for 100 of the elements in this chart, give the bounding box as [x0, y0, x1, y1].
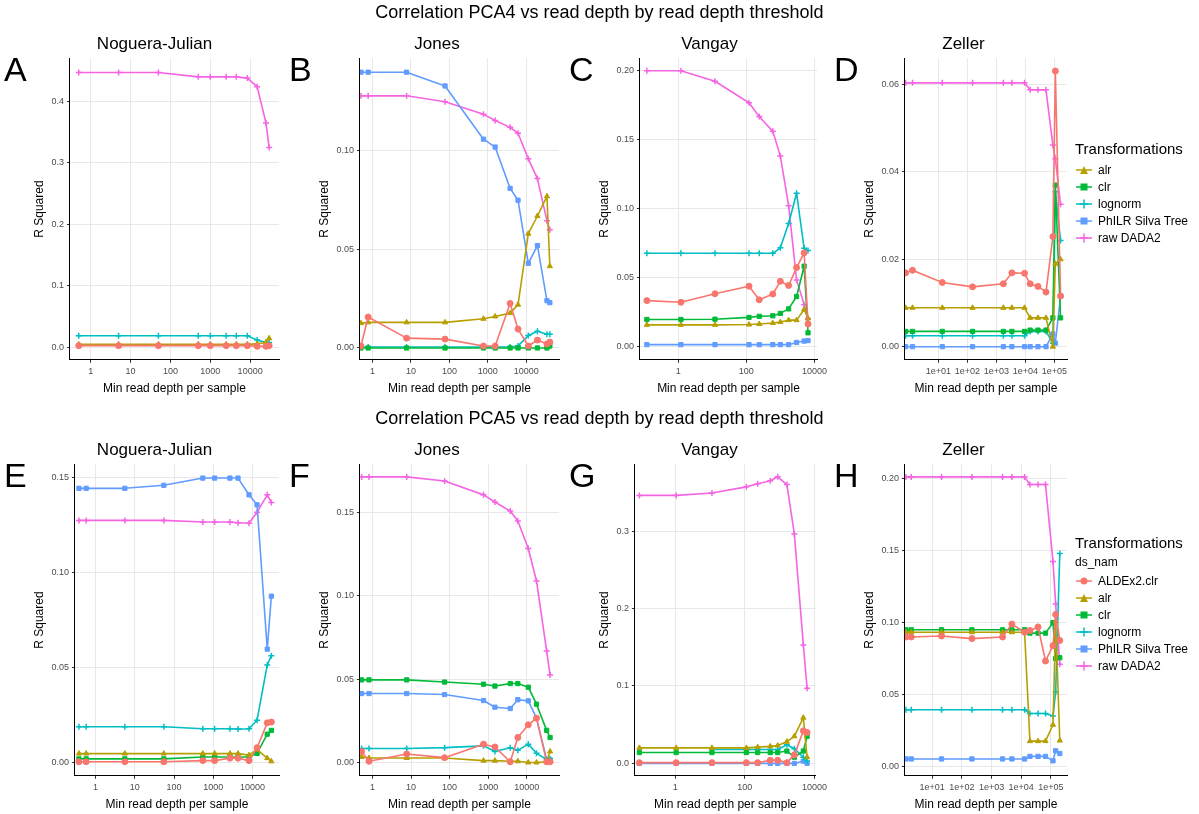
- legend-label: lognorm: [1098, 196, 1142, 211]
- legend-label: PhILR Silva Tree: [1098, 641, 1189, 656]
- text: Correlation PCA5 vs read depth by read depth threshold: [374, 408, 825, 429]
- y-tick-label: 0.1: [51, 280, 64, 291]
- x-tick-label: 1: [370, 781, 376, 792]
- text: F: [289, 456, 310, 494]
- x-tick-label: 1: [88, 365, 94, 376]
- legend-label: PhILR Silva Tree: [1098, 213, 1189, 228]
- legend-label: alr: [1098, 162, 1112, 177]
- y-tick-label: 0.15: [336, 507, 354, 518]
- x-axis-title: Min read depth per sample: [914, 797, 1058, 812]
- y-tick-label: 0.00: [881, 341, 899, 352]
- legend-title: ds_nam: [1075, 555, 1119, 569]
- x-tick-label: 1e+03: [978, 781, 1005, 792]
- text: E: [4, 456, 27, 494]
- y-tick-label: 0.00: [51, 756, 69, 767]
- y-axis-title: R Squared: [861, 180, 876, 238]
- y-tick-label: 0.0: [51, 341, 64, 352]
- y-tick-label: 0.05: [336, 243, 354, 254]
- y-tick-label: 0.00: [336, 342, 354, 353]
- x-tick-label: 100: [162, 365, 178, 376]
- x-axis-title: Min read depth per sample: [103, 381, 247, 396]
- x-tick-label: 10000: [237, 365, 263, 376]
- x-tick-label: 1e+02: [954, 365, 981, 376]
- x-axis-title: Min read depth per sample: [105, 797, 249, 812]
- x-tick-label: 1e+05: [1038, 781, 1064, 792]
- y-tick-label: 0.02: [881, 253, 899, 264]
- chart-title: Zeller: [942, 439, 986, 459]
- x-tick-label: 1e+01: [919, 781, 945, 792]
- legend-label: alr: [1098, 590, 1112, 605]
- x-tick-label: 1000: [478, 781, 499, 792]
- x-axis-title: Min read depth per sample: [914, 381, 1058, 396]
- text: G: [569, 456, 596, 494]
- x-axis-title: Min read depth per sample: [654, 797, 798, 812]
- legend-label: ALDEx2.clr: [1098, 573, 1159, 588]
- y-tick-label: 0.15: [51, 472, 69, 483]
- y-tick-label: 0.00: [336, 756, 354, 767]
- chart-title: Vangay: [681, 439, 739, 459]
- y-axis-title: R Squared: [31, 180, 46, 238]
- y-tick-label: 0.00: [881, 760, 899, 771]
- y-axis-title: R Squared: [861, 591, 876, 649]
- x-tick-label: 10000: [240, 781, 266, 792]
- x-axis-title: Min read depth per sample: [657, 381, 801, 396]
- y-tick-label: 0.10: [336, 145, 354, 156]
- text: C: [569, 50, 594, 88]
- y-tick-label: 0.4: [51, 95, 64, 106]
- x-tick-label: 100: [738, 365, 754, 376]
- x-tick-label: 1000: [200, 365, 221, 376]
- x-tick-label: 10000: [801, 365, 827, 376]
- text: A: [4, 50, 27, 88]
- x-tick-label: 1: [672, 781, 678, 792]
- x-tick-label: 10: [129, 781, 140, 792]
- x-tick-label: 10: [405, 365, 416, 376]
- x-tick-label: 1: [675, 365, 681, 376]
- y-tick-label: 0.15: [881, 545, 899, 556]
- text: H: [834, 456, 859, 494]
- legend-label: lognorm: [1098, 624, 1142, 639]
- y-tick-label: 0.1: [616, 680, 629, 691]
- x-tick-label: 10000: [801, 781, 827, 792]
- x-tick-label: 1e+01: [925, 365, 952, 376]
- x-tick-label: 100: [737, 781, 753, 792]
- y-tick-label: 0.04: [881, 166, 899, 177]
- chart-title: Jones: [414, 439, 460, 459]
- y-axis-title: R Squared: [596, 180, 611, 238]
- x-tick-label: 1000: [203, 781, 224, 792]
- x-tick-label: 10000: [514, 781, 540, 792]
- y-axis-title: R Squared: [316, 591, 331, 649]
- x-tick-label: 100: [442, 781, 458, 792]
- y-tick-label: 0.10: [51, 567, 69, 578]
- x-tick-label: 1: [370, 365, 376, 376]
- y-tick-label: 0.2: [616, 602, 629, 613]
- x-tick-label: 10: [125, 365, 136, 376]
- y-axis-title: R Squared: [316, 180, 331, 238]
- y-tick-label: 0.3: [51, 157, 64, 168]
- y-tick-label: 0.10: [616, 202, 634, 213]
- legend-title: Transformations: [1075, 140, 1184, 157]
- chart-title: Vangay: [681, 33, 739, 53]
- chart-title: Jones: [414, 33, 460, 53]
- x-tick-label: 1e+03: [983, 365, 1010, 376]
- legend-label: clr: [1098, 607, 1111, 622]
- x-tick-label: 10: [406, 781, 417, 792]
- text: Transformations: [1075, 534, 1184, 551]
- y-tick-label: 0.00: [616, 340, 634, 351]
- chart-title: Noguera-Julian: [96, 33, 213, 53]
- x-tick-label: 1e+04: [1012, 365, 1039, 376]
- y-tick-label: 0.10: [881, 617, 899, 628]
- y-tick-label: 0.0: [616, 757, 629, 768]
- y-tick-label: 0.05: [881, 689, 899, 700]
- y-tick-label: 0.20: [616, 65, 634, 76]
- y-tick-label: 0.05: [51, 662, 69, 673]
- y-tick-label: 0.10: [336, 590, 354, 601]
- x-axis-title: Min read depth per sample: [388, 797, 532, 812]
- y-tick-label: 0.06: [881, 79, 899, 90]
- y-axis-title: R Squared: [596, 591, 611, 649]
- y-tick-label: 0.2: [51, 218, 64, 229]
- y-tick-label: 0.05: [616, 271, 634, 282]
- chart-title: Noguera-Julian: [96, 439, 213, 459]
- y-tick-label: 0.3: [616, 525, 629, 536]
- legend-label: raw DADA2: [1098, 658, 1161, 673]
- x-tick-label: 1000: [477, 365, 498, 376]
